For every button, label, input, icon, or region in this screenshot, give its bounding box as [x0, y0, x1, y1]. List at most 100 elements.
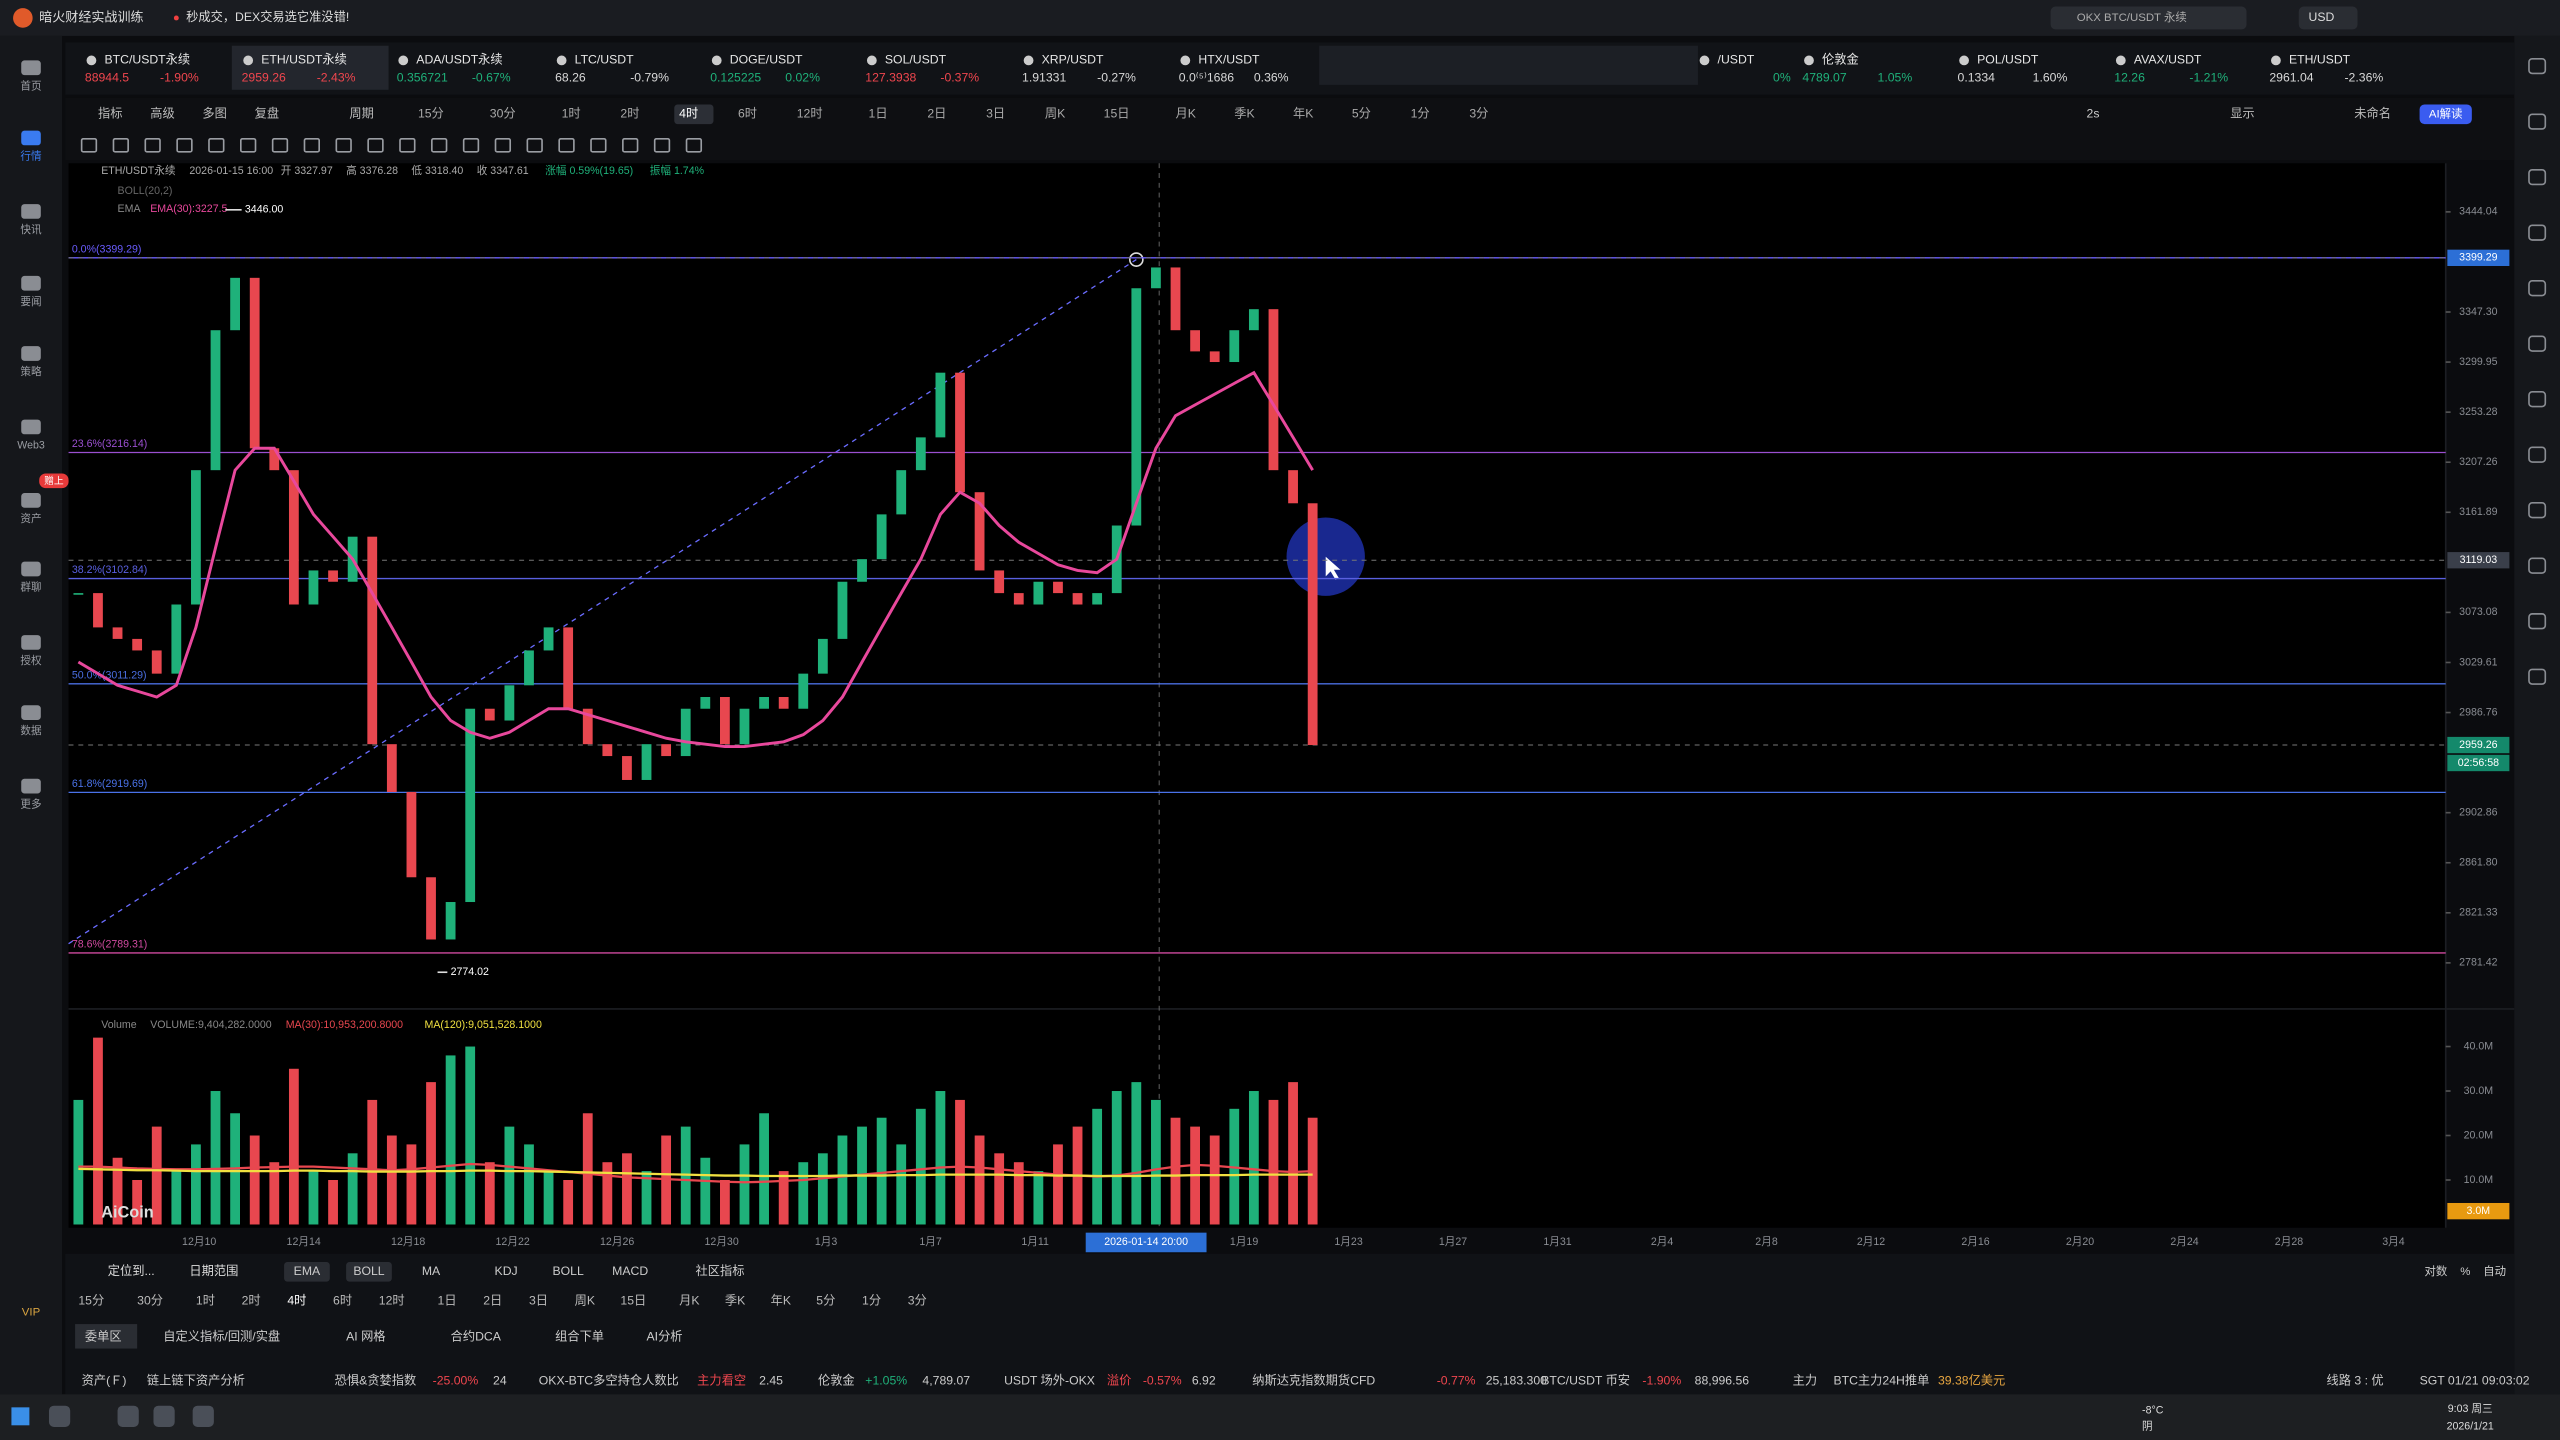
period[interactable]: 月K	[1176, 107, 1197, 121]
ticker-name[interactable]: POL/USDT	[1977, 53, 2039, 67]
tool[interactable]: 多图	[202, 107, 226, 121]
draw-tool[interactable]	[80, 137, 98, 153]
ticker-price[interactable]: 1.91331	[1022, 71, 1066, 85]
indicator[interactable]: EMA	[294, 1264, 321, 1278]
period[interactable]: 5分	[1352, 107, 1371, 121]
sidebar-icon[interactable]	[21, 493, 41, 508]
task-icon[interactable]	[192, 1405, 214, 1427]
ticker-change[interactable]: -1.90%	[160, 71, 199, 85]
tab[interactable]: 自定义指标/回测/实盘	[163, 1328, 280, 1343]
ticker-change[interactable]: -2.36%	[2344, 71, 2383, 85]
draw-tool[interactable]	[685, 137, 703, 153]
layout[interactable]: 未命名	[2354, 106, 2391, 121]
ticker-name[interactable]: DOGE/USDT	[730, 53, 803, 67]
range[interactable]: 日期范围	[189, 1264, 238, 1278]
period[interactable]: 6时	[738, 107, 757, 121]
ticker-price[interactable]: 68.26	[555, 71, 586, 85]
currency-select[interactable]	[2298, 6, 2358, 30]
task-icon[interactable]	[117, 1405, 139, 1427]
bottom-period[interactable]: 季K	[725, 1293, 746, 1307]
ticker-price[interactable]: 0.356721	[397, 71, 448, 85]
draw-tool[interactable]	[335, 137, 352, 153]
bottom-period[interactable]: 4时	[287, 1293, 306, 1307]
sidebar-label[interactable]: 要闻	[20, 295, 41, 308]
sidebar-icon[interactable]	[21, 778, 41, 794]
bottom-period[interactable]: 1日	[438, 1293, 457, 1307]
bottom-period[interactable]: 3分	[908, 1293, 927, 1307]
bottom-period[interactable]: 2日	[483, 1293, 502, 1307]
refresh[interactable]: 2s	[2087, 107, 2100, 121]
period-label[interactable]: 周期	[349, 107, 373, 121]
bottom-period[interactable]: 30分	[137, 1293, 163, 1307]
period[interactable]: 12时	[797, 107, 823, 121]
draw-tool[interactable]	[462, 137, 480, 153]
ticker-change[interactable]: 0.02%	[785, 71, 820, 85]
ticker-price[interactable]: 0.0⁽⁵⁾1686	[1179, 71, 1235, 85]
search-box[interactable]	[2050, 6, 2247, 30]
ticker-name[interactable]: ETH/USDT永续	[261, 53, 347, 67]
right-icon[interactable]	[2528, 168, 2547, 186]
bottom-period[interactable]: 2时	[242, 1293, 261, 1307]
period[interactable]: 30分	[490, 107, 516, 121]
indicator[interactable]: MACD	[612, 1264, 648, 1278]
right-icon[interactable]	[2528, 335, 2547, 352]
search-text[interactable]: OKX BTC/USDT 永续	[2077, 10, 2187, 24]
sidebar-icon[interactable]	[21, 419, 41, 435]
period[interactable]: 周K	[1045, 107, 1066, 121]
currency[interactable]: USD	[2309, 10, 2335, 24]
task-icon[interactable]	[48, 1405, 71, 1427]
ticker-price[interactable]: 4789.07	[1802, 71, 1846, 85]
draw-tool[interactable]	[590, 137, 607, 153]
period[interactable]: 1时	[562, 107, 581, 121]
ticker-name[interactable]: AVAX/USDT	[2134, 53, 2202, 67]
right-icon[interactable]	[2528, 668, 2547, 685]
right-icon[interactable]	[2528, 113, 2547, 130]
sidebar-label[interactable]: 首页	[20, 79, 41, 92]
ai-label[interactable]: AI解读	[2429, 106, 2463, 120]
ticker-change[interactable]: -0.67%	[472, 71, 511, 85]
right-icon[interactable]	[2528, 391, 2547, 408]
bottom-period[interactable]: 1分	[862, 1293, 881, 1307]
scale-option[interactable]: 自动	[2483, 1265, 2506, 1278]
sidebar-label[interactable]: 快讯	[20, 223, 42, 236]
ticker-name[interactable]: /USDT	[1718, 53, 1755, 67]
task-icon[interactable]	[153, 1405, 175, 1427]
bottom-period[interactable]: 5分	[816, 1293, 835, 1307]
draw-tool[interactable]	[653, 137, 671, 153]
tab[interactable]: 委单区	[85, 1329, 122, 1343]
draw-tool[interactable]	[367, 137, 384, 153]
ticker-change[interactable]: -0.27%	[1097, 71, 1136, 85]
vip[interactable]: VIP	[22, 1307, 40, 1319]
sidebar-icon[interactable]	[21, 204, 41, 219]
sidebar-icon[interactable]	[21, 130, 41, 146]
ticker-change[interactable]: 1.60%	[2033, 71, 2068, 85]
bottom-period[interactable]: 周K	[575, 1293, 596, 1307]
sidebar-label[interactable]: 策略	[20, 365, 42, 378]
ticker-name[interactable]: ADA/USDT永续	[416, 53, 502, 67]
locate[interactable]: 定位到...	[108, 1263, 155, 1278]
tool[interactable]: 指标	[98, 106, 122, 121]
bottom-period[interactable]: 1时	[196, 1293, 215, 1307]
period[interactable]: 1分	[1411, 107, 1430, 121]
bottom-period[interactable]: 6时	[333, 1293, 352, 1307]
period[interactable]: 3分	[1469, 107, 1488, 121]
scale-option[interactable]: 对数	[2425, 1264, 2448, 1278]
ticker-name[interactable]: 伦敦金	[1822, 52, 1859, 67]
sidebar-icon[interactable]	[21, 705, 41, 720]
sidebar-label[interactable]: 群聊	[20, 581, 41, 594]
sidebar-label[interactable]: 资产	[20, 512, 41, 525]
ticker-name[interactable]: BTC/USDT永续	[104, 53, 190, 67]
ticker-change[interactable]: -0.37%	[940, 71, 979, 85]
draw-tool[interactable]	[240, 137, 257, 153]
right-icon[interactable]	[2528, 446, 2547, 463]
sidebar-icon[interactable]	[21, 346, 41, 361]
draw-tool[interactable]	[558, 137, 575, 153]
right-icon[interactable]	[2528, 224, 2547, 241]
draw-tool[interactable]	[622, 137, 639, 153]
draw-tool[interactable]	[431, 137, 448, 153]
ticker-price[interactable]: 12.26	[2114, 71, 2145, 85]
draw-tool[interactable]	[112, 137, 129, 153]
ticker-name[interactable]: XRP/USDT	[1042, 53, 1104, 67]
tool[interactable]: 高级	[150, 106, 174, 121]
right-icon[interactable]	[2528, 57, 2547, 75]
